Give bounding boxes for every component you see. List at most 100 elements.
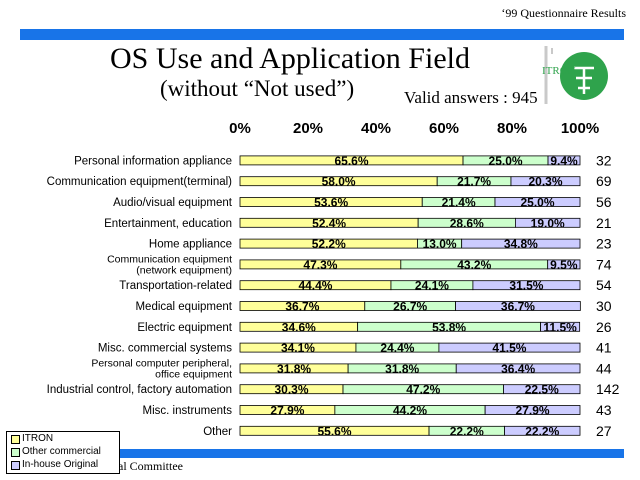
- valid-answers: Valid answers : 945: [404, 88, 538, 107]
- data-label: 9.5%: [550, 258, 578, 272]
- bar-segment-inhouse: [510, 176, 581, 187]
- x-tick-label: 80%: [497, 120, 527, 137]
- bar-segment-inhouse: [504, 425, 581, 436]
- data-label: 20.3%: [528, 175, 562, 189]
- category-label: Communication equipment: [107, 253, 232, 265]
- data-label: 34.1%: [281, 341, 315, 355]
- answer-count: 43: [596, 402, 612, 418]
- data-label: 25.0%: [489, 154, 523, 168]
- category-label: (network equipment): [136, 264, 232, 276]
- data-label: 53.6%: [314, 196, 348, 210]
- category-label: Misc. commercial systems: [98, 343, 232, 355]
- category-label: office equipment: [155, 368, 232, 380]
- bar-segment-inhouse: [455, 363, 581, 374]
- data-label: 31.5%: [509, 279, 543, 293]
- data-label: 36.7%: [501, 300, 535, 314]
- data-label: 24.4%: [380, 341, 414, 355]
- legend-label-inhouse: In-house Original: [22, 459, 99, 470]
- x-tick-label: 100%: [561, 120, 599, 137]
- data-label: 31.8%: [277, 362, 311, 376]
- data-label: 22.5%: [525, 383, 559, 397]
- bar-segment-inhouse: [547, 259, 581, 270]
- data-label: 34.8%: [504, 237, 538, 251]
- top-band: [20, 29, 624, 40]
- data-label: 19.0%: [531, 216, 565, 230]
- legend-label-other-commercial: Other commercial: [22, 446, 101, 457]
- category-label: Medical equipment: [135, 301, 232, 313]
- bottom-band: [20, 449, 624, 458]
- page-subtitle: (without “Not used”): [160, 76, 355, 101]
- data-label: 47.3%: [303, 258, 337, 272]
- data-label: 47.2%: [406, 383, 440, 397]
- category-label: Communication equipment(terminal): [47, 176, 233, 188]
- answer-count: 26: [596, 319, 612, 335]
- x-tick-label: 60%: [429, 120, 459, 137]
- x-tick-label: 0%: [229, 120, 251, 137]
- data-label: 52.2%: [312, 237, 346, 251]
- data-label: 27.9%: [516, 404, 550, 418]
- legend-swatch-itron: [11, 434, 20, 444]
- category-label: Audio/visual equipment: [113, 197, 233, 209]
- bar-segment-inhouse: [472, 280, 581, 291]
- category-label: Misc. instruments: [143, 405, 233, 417]
- bar-segment-inhouse: [438, 342, 581, 353]
- data-label: 43.2%: [457, 258, 491, 272]
- answer-count: 142: [596, 381, 620, 397]
- data-label: 58.0%: [322, 175, 356, 189]
- header-note: ‘99 Questionnaire Results: [501, 6, 626, 20]
- data-label: 21.7%: [457, 175, 491, 189]
- answer-count: 21: [596, 215, 612, 231]
- data-label: 31.8%: [385, 362, 419, 376]
- logo-text: ITRON: [542, 65, 576, 77]
- bar-segment-inhouse: [540, 321, 581, 332]
- bar-segment-inhouse: [484, 405, 581, 415]
- category-label: Personal information appliance: [74, 155, 232, 167]
- category-label: Personal computer peripheral,: [91, 357, 232, 369]
- answer-count: 69: [596, 173, 612, 189]
- answer-count: 41: [596, 340, 612, 356]
- bar-segment-inhouse: [515, 217, 581, 228]
- data-label: 34.6%: [282, 320, 316, 334]
- legend-item-other-commercial: Other commercial: [11, 446, 101, 458]
- data-label: 24.1%: [415, 279, 449, 293]
- data-label: 30.3%: [274, 383, 308, 397]
- data-label: 27.9%: [270, 404, 304, 418]
- legend-swatch-inhouse: [11, 460, 20, 470]
- data-label: 11.5%: [543, 320, 577, 334]
- data-label: 22.2%: [525, 424, 559, 438]
- chart-legend: ITRON Other commercial In-house Original: [6, 431, 120, 474]
- answer-count: 30: [596, 298, 612, 314]
- data-label: 52.4%: [312, 216, 346, 230]
- data-label: 13.0%: [423, 237, 457, 251]
- answer-count: 32: [596, 152, 612, 168]
- category-label: Entertainment, education: [104, 218, 232, 230]
- data-label: 26.7%: [393, 300, 427, 314]
- data-label: 65.6%: [335, 154, 369, 168]
- data-label: 44.4%: [298, 279, 332, 293]
- bar-segment-inhouse: [503, 384, 581, 395]
- logo-glyph: [574, 66, 594, 94]
- legend-item-itron: ITRON: [11, 433, 53, 445]
- data-label: 22.2%: [450, 424, 484, 438]
- page-title: OS Use and Application Field: [110, 42, 470, 75]
- data-label: 36.4%: [501, 362, 535, 376]
- bar-segment-inhouse: [494, 197, 581, 207]
- legend-label-itron: ITRON: [22, 433, 54, 444]
- data-label: 44.2%: [393, 404, 427, 418]
- answer-count: 44: [596, 360, 612, 376]
- bar-segment-inhouse: [461, 238, 581, 249]
- answer-count: 27: [596, 423, 612, 439]
- data-label: 55.6%: [318, 424, 352, 438]
- answer-count: 54: [596, 277, 612, 293]
- category-label: Electric equipment: [137, 322, 232, 334]
- answer-count: 74: [596, 256, 612, 272]
- data-label: 21.4%: [442, 196, 476, 210]
- category-label: Transportation-related: [119, 280, 232, 292]
- footer-text: al Committee: [118, 459, 183, 473]
- data-label: 53.8%: [432, 320, 466, 334]
- answer-count: 56: [596, 194, 612, 210]
- data-label: 28.6%: [450, 216, 484, 230]
- answer-count: 23: [596, 236, 612, 252]
- bar-segment-inhouse: [455, 301, 581, 311]
- legend-swatch-other-commercial: [11, 447, 20, 457]
